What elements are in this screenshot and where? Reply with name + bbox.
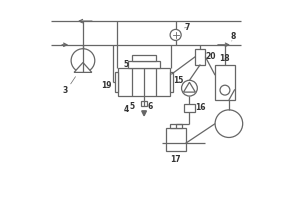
Bar [195, 49, 205, 64]
Bar [170, 124, 182, 128]
Bar [132, 55, 156, 61]
Text: 3: 3 [63, 86, 68, 95]
Text: 8: 8 [230, 32, 236, 41]
Text: 20: 20 [205, 52, 215, 61]
Bar [128, 61, 160, 68]
Text: 5: 5 [124, 60, 129, 69]
Text: 19: 19 [101, 81, 112, 90]
Circle shape [182, 80, 197, 96]
Text: 17: 17 [170, 155, 181, 164]
Circle shape [71, 49, 95, 72]
Circle shape [170, 29, 181, 40]
Circle shape [215, 110, 243, 137]
Text: 15: 15 [173, 76, 184, 85]
Text: 5: 5 [130, 102, 135, 111]
Text: 4: 4 [124, 105, 129, 114]
Circle shape [220, 85, 230, 95]
Text: 6: 6 [147, 102, 153, 111]
Text: 16: 16 [195, 103, 206, 112]
Polygon shape [142, 111, 146, 116]
Polygon shape [74, 63, 92, 72]
Bar [184, 104, 195, 112]
Text: 7: 7 [185, 23, 190, 32]
Text: 18: 18 [220, 54, 230, 63]
Bar [116, 72, 118, 92]
Bar [118, 68, 170, 96]
Bar [170, 72, 173, 92]
Bar [215, 64, 235, 100]
Bar [166, 128, 185, 151]
Polygon shape [184, 82, 195, 92]
Bar [141, 101, 147, 106]
